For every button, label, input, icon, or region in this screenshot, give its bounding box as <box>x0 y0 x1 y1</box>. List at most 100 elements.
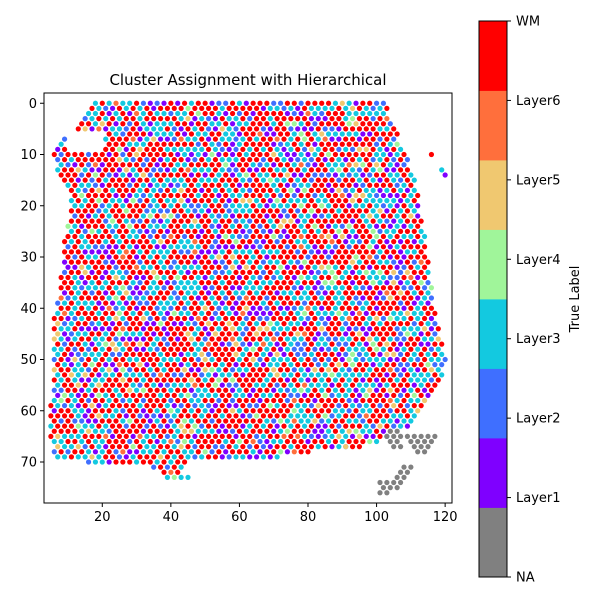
spot-layer3 <box>370 269 376 275</box>
spot-layer3 <box>260 300 267 306</box>
spot-layer2 <box>99 203 105 209</box>
spot-layer3 <box>157 300 164 306</box>
spot-layer2 <box>72 346 78 352</box>
spot-wm <box>367 233 373 240</box>
spot-layer3 <box>109 372 116 378</box>
spot-wm <box>61 157 68 163</box>
spot-layer2 <box>157 187 164 193</box>
spot-wm <box>171 269 177 275</box>
spot-layer5 <box>253 331 260 337</box>
spot-wm <box>120 141 126 147</box>
spot-wm <box>216 418 222 424</box>
spot-layer6 <box>301 331 308 337</box>
spot-layer4 <box>209 151 215 158</box>
spot-layer5 <box>415 408 421 414</box>
spot-wm <box>240 167 246 173</box>
spot-layer1 <box>401 223 407 229</box>
spot-wm <box>219 310 225 316</box>
spot-wm <box>168 172 174 178</box>
spot-layer2 <box>171 290 177 296</box>
spot-layer1 <box>298 264 304 270</box>
spot-wm <box>75 249 81 255</box>
spot-wm <box>188 182 195 188</box>
spot-wm <box>271 264 277 270</box>
spot-layer2 <box>428 377 435 383</box>
spot-wm <box>384 321 390 327</box>
spot-layer2 <box>394 182 400 188</box>
spot-wm <box>250 315 256 322</box>
spot-layer2 <box>291 192 297 199</box>
spot-wm <box>236 418 243 424</box>
spot-layer3 <box>243 285 249 291</box>
spot-wm <box>247 300 253 306</box>
spot-layer3 <box>127 100 133 106</box>
spot-wm <box>168 192 174 199</box>
spot-layer2 <box>223 203 229 209</box>
spot-layer3 <box>336 392 342 398</box>
spot-layer1 <box>240 372 246 378</box>
spot-layer2 <box>329 392 335 398</box>
spot-wm <box>130 341 136 347</box>
spot-layer2 <box>140 397 147 404</box>
spot-wm <box>312 326 318 332</box>
spot-layer3 <box>236 408 243 414</box>
spot-wm <box>236 428 243 434</box>
spot-layer5 <box>202 356 208 363</box>
spot-layer3 <box>288 198 294 204</box>
spot-layer2 <box>89 290 95 296</box>
spot-layer3 <box>216 110 222 117</box>
spot-layer1 <box>171 321 177 327</box>
spot-layer3 <box>89 351 95 357</box>
spot-layer1 <box>195 367 201 373</box>
spot-layer3 <box>103 403 109 409</box>
spot-layer5 <box>281 218 287 224</box>
spot-layer3 <box>394 172 400 178</box>
spot-layer2 <box>428 346 435 352</box>
spot-layer3 <box>185 454 191 460</box>
spot-wm <box>185 403 191 409</box>
spot-wm <box>288 300 294 306</box>
spot-layer3 <box>288 136 294 142</box>
spot-wm <box>346 285 352 291</box>
spot-layer2 <box>192 444 198 450</box>
spot-layer1 <box>133 305 140 311</box>
spot-wm <box>312 233 318 240</box>
spot-wm <box>185 259 191 265</box>
spot-wm <box>144 382 150 388</box>
spot-layer2 <box>236 233 243 240</box>
spot-layer3 <box>274 362 280 368</box>
spot-layer1 <box>219 423 225 429</box>
spot-layer1 <box>157 157 164 163</box>
spot-wm <box>209 397 215 404</box>
spot-wm <box>161 162 167 168</box>
spot-wm <box>343 280 349 286</box>
spot-layer3 <box>236 141 243 147</box>
spot-wm <box>205 300 212 306</box>
spot-wm <box>343 218 349 224</box>
spot-layer1 <box>394 264 400 270</box>
spot-layer3 <box>394 213 400 219</box>
spot-layer2 <box>109 228 116 234</box>
spot-layer3 <box>236 336 243 342</box>
spot-wm <box>229 418 236 424</box>
spot-wm <box>75 126 81 132</box>
spot-wm <box>370 321 376 327</box>
spot-wm <box>178 413 184 419</box>
spot-layer1 <box>99 305 105 311</box>
spot-layer2 <box>171 259 177 265</box>
spot-layer2 <box>397 362 404 368</box>
spot-layer3 <box>343 105 349 111</box>
spot-layer3 <box>151 187 157 193</box>
spot-layer2 <box>397 177 404 183</box>
spot-layer3 <box>99 285 105 291</box>
spot-wm <box>277 408 284 414</box>
spot-layer3 <box>99 449 105 455</box>
spot-layer1 <box>216 192 222 199</box>
spot-layer1 <box>219 300 225 306</box>
spot-layer3 <box>240 218 246 224</box>
spot-wm <box>391 321 397 327</box>
spot-wm <box>336 249 342 255</box>
spot-wm <box>216 131 222 137</box>
spot-layer3 <box>120 203 126 209</box>
spot-wm <box>363 208 369 214</box>
